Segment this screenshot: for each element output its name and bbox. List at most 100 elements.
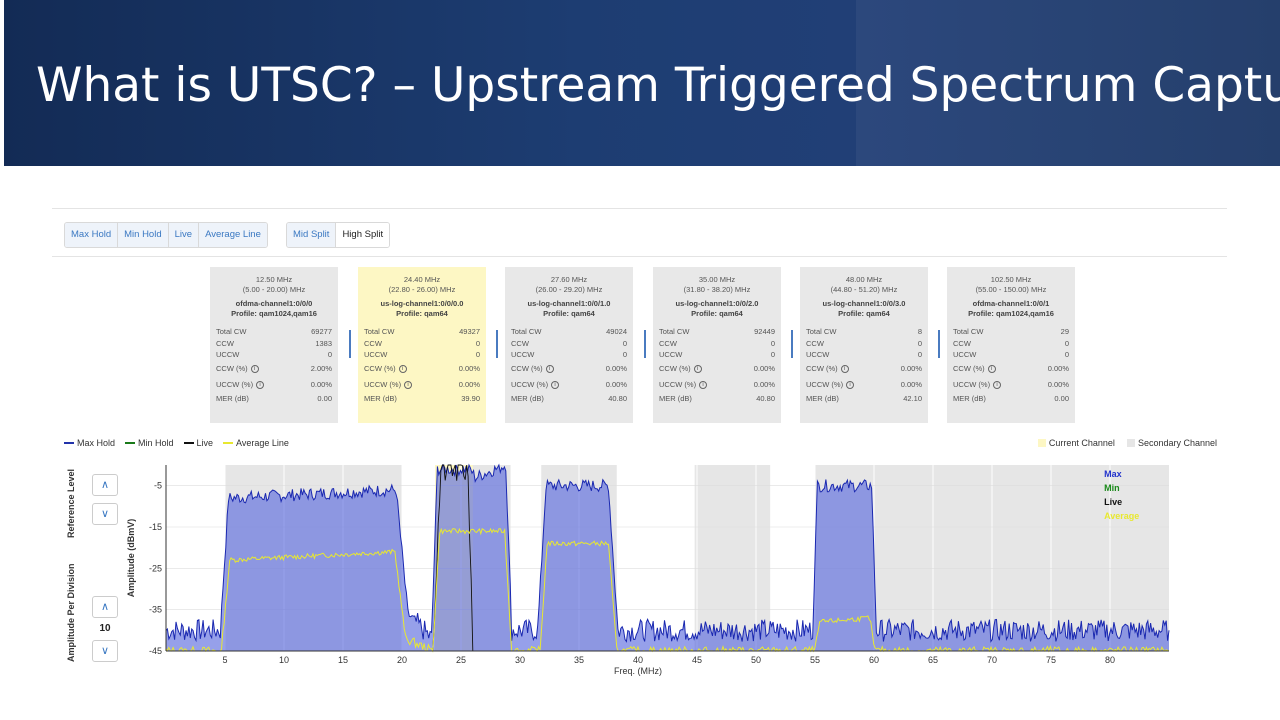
stat-label: UCCW	[216, 350, 240, 360]
live-button[interactable]: Live	[168, 223, 200, 247]
spectrum-chart[interactable]: -5 -15 -25 -35 -45 5 10 15 20 25 30 35 40 45 50 55 60 65 7…	[112, 456, 1172, 678]
region-legend: Current Channel Secondary Channel	[1037, 438, 1217, 448]
stat-row: UCCW (%) i 0.00%	[659, 377, 775, 393]
y-tick-label: -5	[154, 481, 162, 491]
info-icon[interactable]: i	[993, 381, 1002, 389]
stat-value: 0	[475, 350, 480, 360]
stat-row: MER (dB) 40.80	[659, 393, 775, 405]
reference-level-up-button[interactable]: ∧	[92, 474, 118, 496]
x-tick-label: 15	[338, 655, 348, 665]
min-hold-button[interactable]: Min Hold	[118, 223, 169, 247]
stat-row: MER (dB) 39.90	[364, 393, 480, 405]
x-axis-label: Freq. (MHz)	[614, 666, 662, 676]
channel-stats: Total CW 8 CCW 0 UCCW 0 CCW (%) i 0.00% UCCW (%) i…	[800, 326, 928, 404]
info-icon[interactable]: i	[545, 365, 554, 373]
amplitude-up-button[interactable]: ∧	[92, 596, 118, 618]
inline-legend-min: Min	[1104, 483, 1120, 493]
info-icon[interactable]: i	[250, 365, 259, 373]
info-icon[interactable]: i	[398, 365, 407, 373]
x-tick-label: 65	[928, 655, 938, 665]
max-hold-button[interactable]: Max Hold	[65, 223, 119, 247]
x-tick-label: 25	[456, 655, 466, 665]
legend-average-line[interactable]: Average Line	[223, 438, 289, 448]
legend-live[interactable]: Live	[183, 438, 214, 448]
legend-max-hold[interactable]: Max Hold	[64, 438, 115, 448]
secondary-channel-swatch	[1126, 439, 1135, 447]
split-button-group: Mid Split High Split	[286, 222, 391, 248]
stat-value: 8	[917, 327, 922, 337]
x-tick-label: 60	[869, 655, 879, 665]
info-icon[interactable]: i	[987, 365, 996, 373]
stat-row: CCW (%) i 0.00%	[806, 361, 922, 377]
stat-value: 0.00	[1054, 393, 1069, 403]
stat-value: 0	[917, 350, 922, 360]
stat-row: Total CW 8	[806, 326, 922, 338]
channel-card[interactable]: 12.50 MHz (5.00 - 20.00) MHz ofdma-channel…	[210, 267, 338, 423]
stat-label: CCW (%) i	[511, 364, 554, 373]
stat-row: MER (dB) 40.80	[511, 393, 627, 405]
spectrum-app: Max Hold Min Hold Live Average Line Mid …	[52, 208, 1227, 676]
high-split-button[interactable]: High Split	[336, 223, 390, 247]
legend-label: Current Channel	[1048, 438, 1115, 448]
channel-stats: Total CW 49327 CCW 0 UCCW 0 CCW (%) i 0.00% UCCW …	[358, 326, 486, 404]
stat-label: CCW	[659, 338, 677, 348]
trace-legend: Max Hold Min Hold Live Average Line	[64, 438, 289, 448]
stat-label: UCCW (%) i	[216, 380, 265, 389]
stat-value: 40.80	[756, 393, 775, 403]
legend-current-channel: Current Channel	[1037, 438, 1115, 448]
info-icon[interactable]: i	[699, 381, 708, 389]
stat-label: CCW (%) i	[659, 364, 702, 373]
channel-separator	[644, 330, 646, 358]
info-icon[interactable]: i	[551, 381, 560, 389]
mid-split-button[interactable]: Mid Split	[287, 223, 337, 247]
info-icon[interactable]: i	[846, 381, 855, 389]
channel-card[interactable]: 35.00 MHz (31.80 - 38.20) MHz us-log-chann…	[653, 267, 781, 423]
average-line-button[interactable]: Average Line	[199, 223, 267, 247]
legend-secondary-channel: Secondary Channel	[1126, 438, 1217, 448]
stat-label: CCW	[806, 338, 824, 348]
info-icon[interactable]: i	[693, 365, 702, 373]
stat-label: MER (dB)	[511, 393, 544, 403]
stat-row: UCCW 0	[364, 349, 480, 361]
stat-value: 0.00%	[1047, 380, 1069, 389]
amplitude-down-button[interactable]: ∨	[92, 640, 118, 662]
stat-value: 0	[770, 350, 775, 360]
stat-value: 29	[1060, 327, 1069, 337]
average-swatch	[223, 442, 234, 444]
x-tick-label: 70	[987, 655, 997, 665]
info-icon[interactable]: i	[256, 381, 265, 389]
channel-card[interactable]: 102.50 MHz (55.00 - 150.00) MHz ofdma-chan…	[947, 267, 1075, 423]
stat-row: CCW (%) i 2.00%	[216, 361, 332, 377]
stat-value: 0	[917, 338, 922, 348]
inline-legend-live: Live	[1104, 497, 1122, 507]
legend-label: Min Hold	[138, 438, 174, 448]
legend-min-hold[interactable]: Min Hold	[125, 438, 174, 448]
stat-row: CCW 0	[659, 338, 775, 350]
inline-legend-average: Average	[1104, 511, 1139, 521]
legend-label: Live	[196, 438, 214, 448]
stat-value: 0.00%	[458, 380, 480, 389]
info-icon[interactable]: i	[404, 381, 413, 389]
stat-label: UCCW	[511, 350, 535, 360]
reference-level-down-button[interactable]: ∨	[92, 503, 118, 525]
channel-card[interactable]: 24.40 MHz (22.80 - 26.00) MHz us-log-chann…	[358, 267, 486, 423]
max-hold-area	[166, 465, 1169, 651]
channel-card[interactable]: 48.00 MHz (44.80 - 51.20) MHz us-log-chann…	[800, 267, 928, 423]
stat-row: CCW (%) i 0.00%	[659, 361, 775, 377]
x-tick-label: 30	[515, 655, 525, 665]
stat-value: 0.00%	[1047, 364, 1069, 373]
stat-value: 39.90	[461, 393, 480, 403]
stat-row: UCCW (%) i 0.00%	[511, 377, 627, 393]
channel-frequency: 12.50 MHz (5.00 - 20.00) MHz	[242, 275, 306, 294]
stat-label: UCCW	[659, 350, 683, 360]
stat-row: CCW 1383	[216, 338, 332, 350]
channel-card[interactable]: 27.60 MHz (26.00 - 29.20) MHz us-log-chann…	[505, 267, 633, 423]
info-icon[interactable]: i	[840, 365, 849, 373]
amplitude-per-division-label: Amplitude Per Division	[66, 563, 76, 662]
y-tick-label: -35	[149, 605, 162, 615]
stat-label: Total CW	[659, 327, 690, 337]
y-tick-label: -45	[149, 646, 162, 656]
stat-row: UCCW 0	[953, 349, 1069, 361]
stat-value: 0	[1064, 350, 1069, 360]
stat-value: 0.00%	[900, 364, 922, 373]
